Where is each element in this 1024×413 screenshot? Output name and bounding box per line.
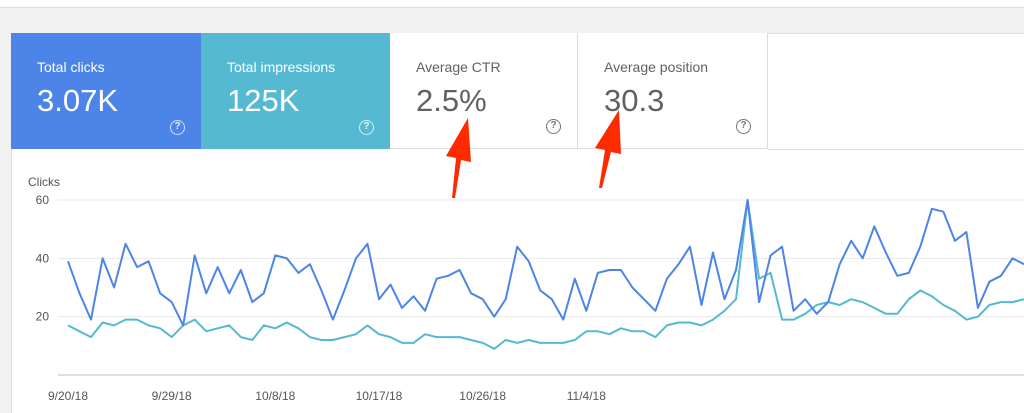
- series-line-clicks: [67, 199, 1024, 327]
- help-icon[interactable]: ?: [170, 120, 185, 135]
- x-tick-label: 10/26/18: [459, 389, 506, 403]
- metric-tile-average-ctr[interactable]: Average CTR 2.5% ?: [390, 33, 578, 149]
- help-icon[interactable]: ?: [546, 119, 561, 134]
- metric-label: Average position: [604, 59, 709, 75]
- x-tick-label: 10/8/18: [255, 389, 295, 403]
- y-tick-labels: 20 40 60: [36, 193, 50, 324]
- x-tick-label: 10/17/18: [356, 389, 403, 403]
- clicks-line-chart: Clicks 20 40 60 9/20/18 9/29/18 10/8/18 10/17…: [28, 175, 1024, 403]
- metric-value: 3.07K: [37, 83, 119, 118]
- y-tick-label: 60: [36, 193, 50, 207]
- red-arrow-annotation-position: [595, 110, 621, 188]
- metric-value: 125K: [227, 83, 300, 118]
- metric-label: Total clicks: [37, 59, 105, 75]
- series-line-impressions: [67, 199, 1024, 350]
- metric-label: Total impressions: [227, 59, 336, 75]
- x-tick-label: 9/29/18: [152, 389, 192, 403]
- top-bar: [0, 0, 1024, 8]
- arrow-shape: [446, 118, 471, 198]
- divider: [768, 149, 1024, 150]
- arrow-shape: [595, 110, 621, 188]
- metric-tile-total-clicks[interactable]: Total clicks 3.07K ?: [11, 33, 201, 149]
- metric-value: 2.5%: [416, 83, 487, 118]
- metric-value: 30.3: [604, 83, 665, 118]
- y-tick-label: 40: [36, 251, 50, 265]
- help-icon[interactable]: ?: [359, 120, 374, 135]
- metric-tile-total-impressions[interactable]: Total impressions 125K ?: [201, 33, 390, 149]
- x-tick-label: 9/20/18: [48, 389, 88, 403]
- help-icon[interactable]: ?: [736, 119, 751, 134]
- y-axis-label: Clicks: [28, 175, 60, 189]
- x-tick-label: 11/4/18: [567, 389, 606, 403]
- y-tick-label: 20: [36, 310, 50, 324]
- gridlines: [58, 199, 1024, 376]
- metric-label: Average CTR: [416, 59, 501, 75]
- series-lines: [67, 199, 1024, 350]
- red-arrow-annotation-ctr: [446, 118, 471, 198]
- x-tick-labels: 9/20/18 9/29/18 10/8/18 10/17/18 10/26/18 11/…: [48, 389, 606, 403]
